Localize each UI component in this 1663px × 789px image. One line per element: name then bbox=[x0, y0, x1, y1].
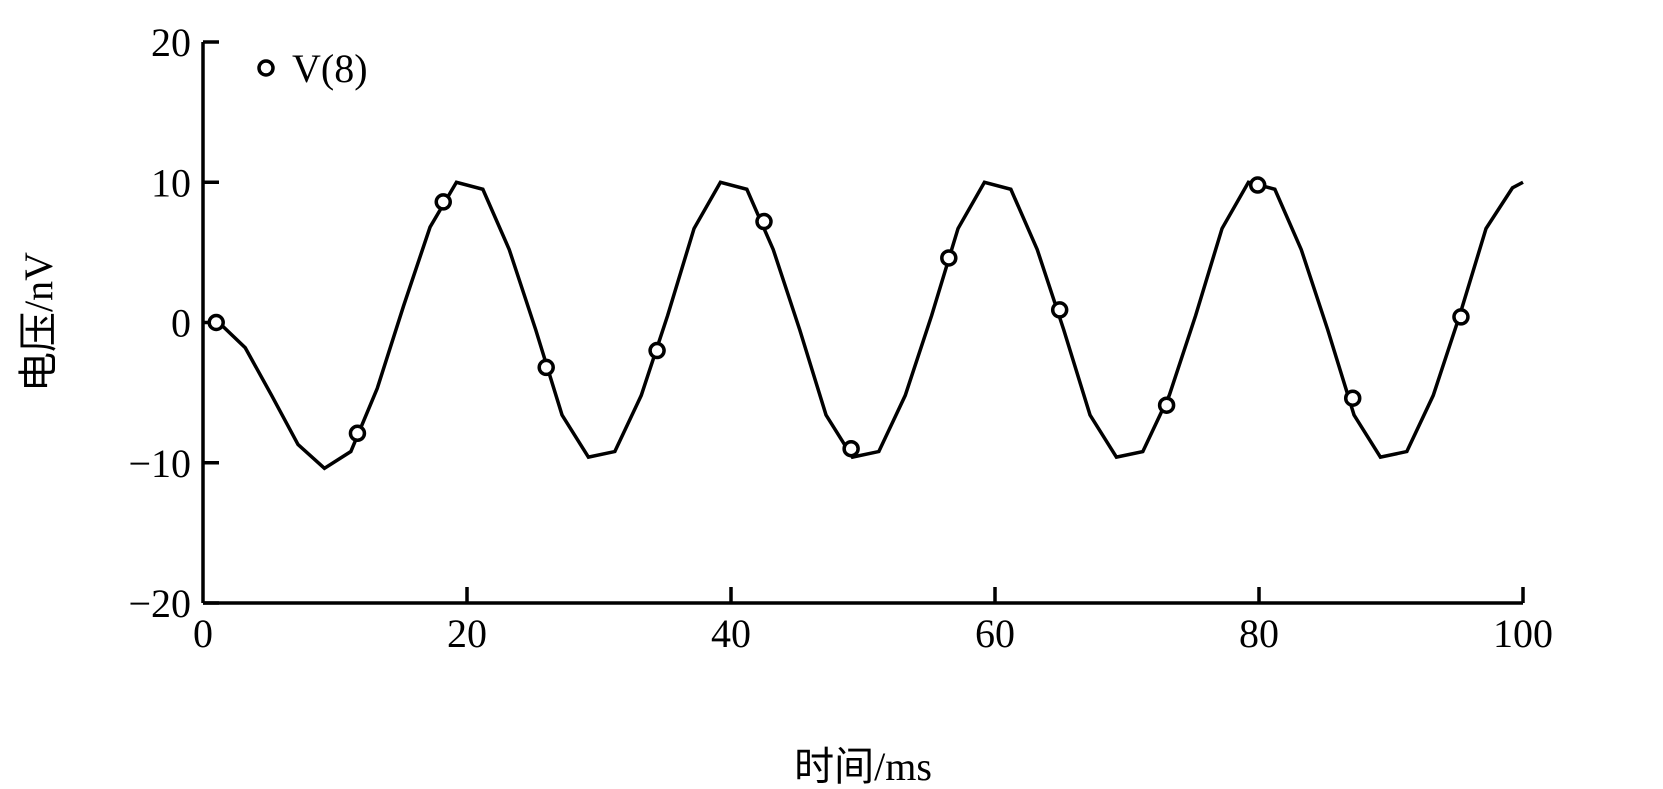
x-axis-label: 时间/ms bbox=[794, 744, 932, 789]
y-tick-label: −20 bbox=[128, 581, 191, 626]
data-point-marker bbox=[207, 313, 225, 332]
y-tick-label: 20 bbox=[151, 20, 191, 65]
data-point-marker bbox=[1343, 389, 1362, 407]
series-line bbox=[217, 180, 1524, 471]
x-tick-label: 40 bbox=[711, 611, 751, 656]
data-point-marker bbox=[1157, 396, 1176, 414]
data-point-marker bbox=[1248, 176, 1267, 194]
legend: V(8) bbox=[257, 46, 368, 91]
tick-labels: −20 −10 0 10 20 0 20 40 60 80 100 bbox=[128, 20, 1553, 656]
x-tick-label: 100 bbox=[1493, 611, 1553, 656]
legend-label: V(8) bbox=[292, 46, 368, 91]
data-point-marker bbox=[755, 212, 773, 231]
legend-marker bbox=[257, 59, 275, 77]
data-point-marker bbox=[348, 424, 367, 443]
data-point-marker bbox=[434, 193, 452, 211]
x-tick-label: 20 bbox=[447, 611, 487, 656]
series-markers bbox=[207, 176, 1470, 458]
y-tick-label: 10 bbox=[151, 160, 191, 205]
y-tick-label: −10 bbox=[128, 441, 191, 486]
data-point-marker bbox=[648, 341, 666, 360]
data-point-marker bbox=[842, 439, 860, 458]
y-axis-label: 电压/nV bbox=[16, 252, 61, 392]
x-tick-label: 0 bbox=[193, 611, 213, 656]
x-tick-label: 60 bbox=[975, 611, 1015, 656]
data-point-marker bbox=[1050, 301, 1069, 319]
x-tick-label: 80 bbox=[1239, 611, 1279, 656]
axes bbox=[201, 40, 1525, 605]
y-tick-label: 0 bbox=[171, 301, 191, 346]
data-point-marker bbox=[1452, 308, 1470, 326]
data-point-marker bbox=[940, 249, 958, 267]
data-point-marker bbox=[537, 358, 555, 377]
